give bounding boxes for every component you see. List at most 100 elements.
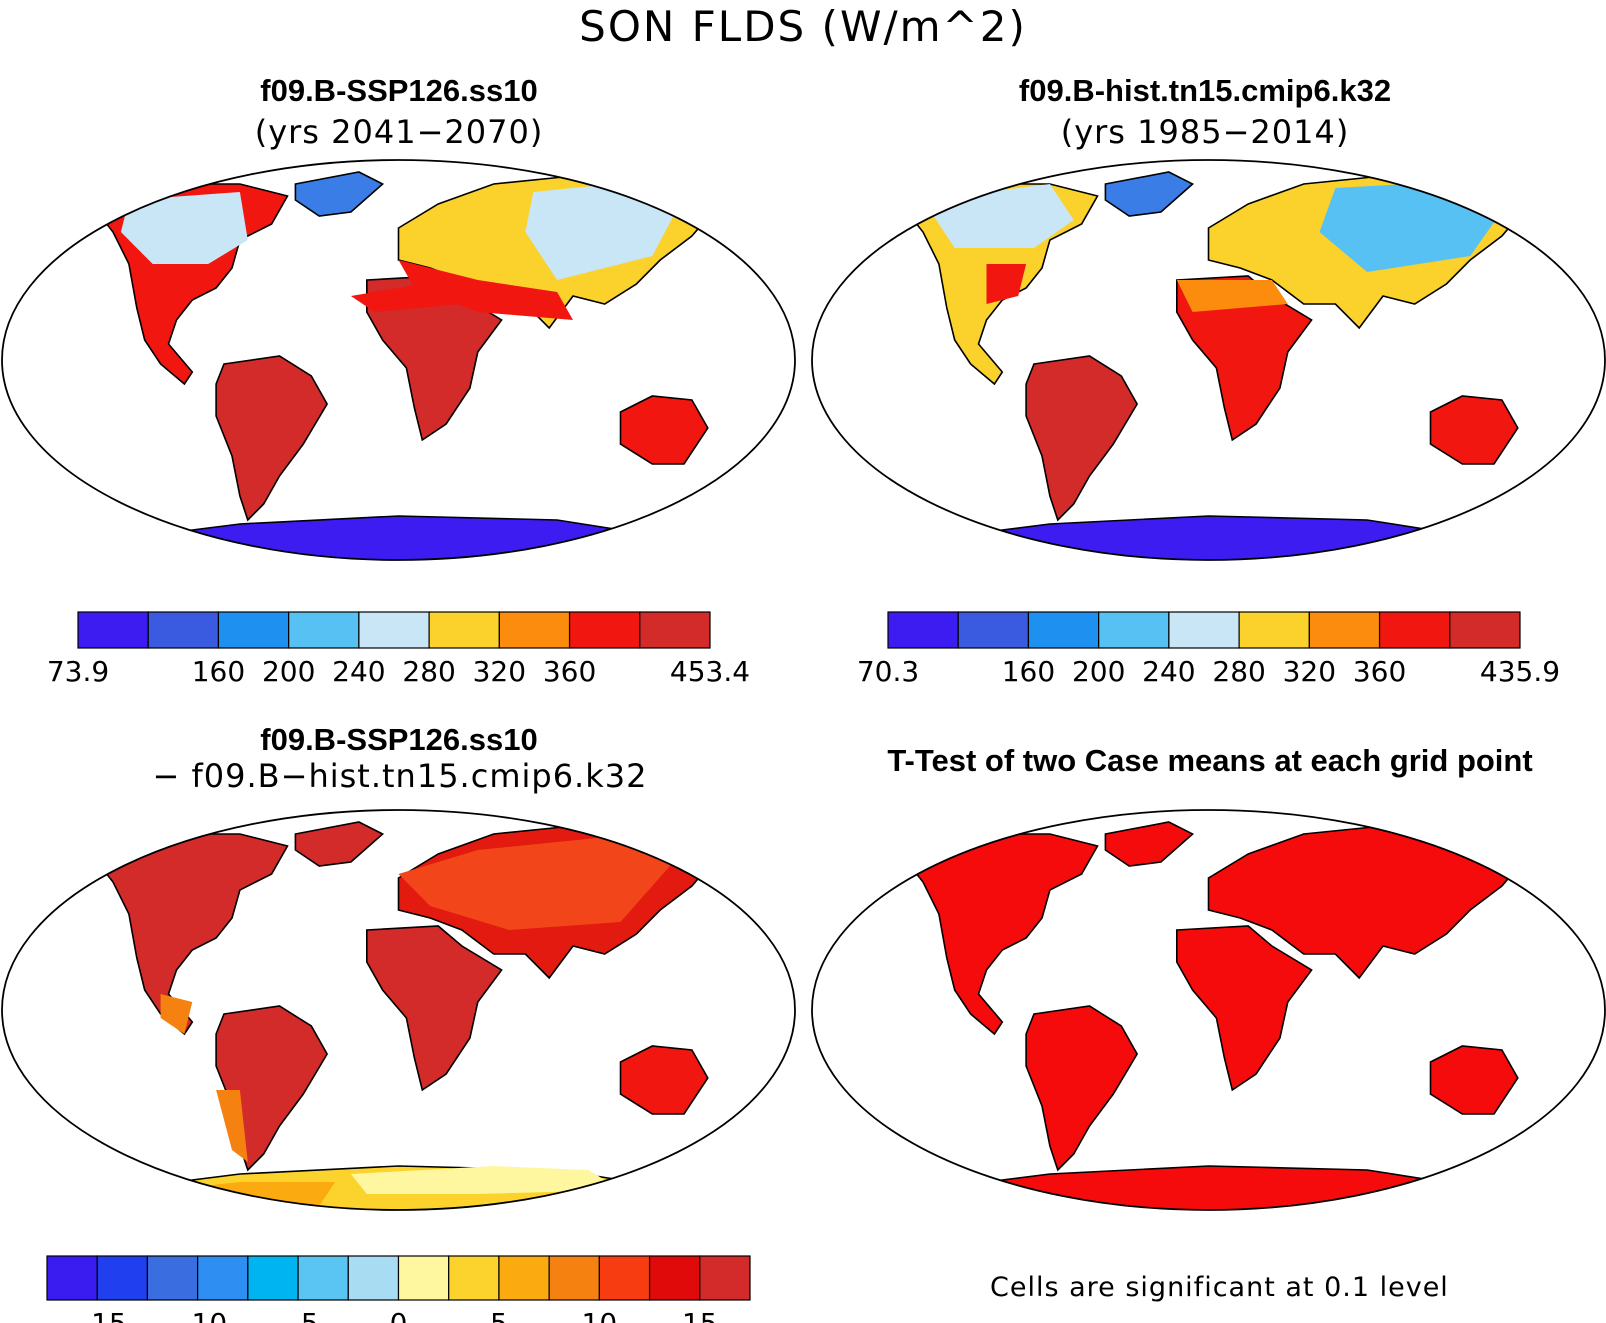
colorbar-difference: −15 −10 −5 0 5 10 15 xyxy=(46,1255,751,1323)
field-contour-3 xyxy=(350,280,462,312)
field-contour-3 xyxy=(1176,280,1288,312)
colorbar-tick-label: 280 xyxy=(402,655,455,688)
panel-subtitle-difference: − f09.B−hist.tn15.cmip6.k32 xyxy=(152,757,648,795)
map-border xyxy=(811,159,1606,561)
colorbar-swatch xyxy=(247,1255,299,1301)
panel-title-future: f09.B-SSP126.ss10 xyxy=(260,73,538,108)
map-content xyxy=(812,810,1605,1210)
field-contour-4 xyxy=(128,1182,336,1206)
landmass-australia xyxy=(619,395,709,465)
colorbar-swatch xyxy=(1168,611,1240,649)
landmass-southAmerica xyxy=(1025,355,1139,522)
colorbar-swatch xyxy=(77,611,149,649)
colorbar-tick-label: 320 xyxy=(473,655,526,688)
panel-title-difference: f09.B-SSP126.ss10 xyxy=(260,722,538,757)
colorbar-tick-label: −15 xyxy=(68,1307,127,1323)
significance-footnote: Cells are significant at 0.1 level xyxy=(990,1272,1449,1303)
colorbar-swatch xyxy=(358,611,430,649)
colorbar-swatch xyxy=(96,1255,149,1301)
colorbar-swatch xyxy=(498,1255,550,1301)
colorbar-swatch xyxy=(347,1255,400,1301)
colorbar-swatch xyxy=(217,611,290,649)
map-content xyxy=(2,160,795,560)
colorbar-swatch xyxy=(297,1255,349,1301)
colorbar-swatch xyxy=(498,611,571,649)
colorbar-tick-label: 453.4 xyxy=(670,655,750,688)
field-contour-1 xyxy=(160,994,193,1034)
colorbar-swatch xyxy=(639,611,711,649)
colorbar-tick-label: −10 xyxy=(168,1307,227,1323)
colorbar-swatch xyxy=(1378,611,1451,649)
field-contour-2 xyxy=(398,260,573,320)
landmass-australia xyxy=(619,1045,709,1115)
colorbar-swatch xyxy=(288,611,360,649)
figure-title: SON FLDS (W/m^2) xyxy=(579,2,1027,51)
colorbar-tick-label: 240 xyxy=(1142,655,1195,688)
landmass-africa xyxy=(1176,925,1313,1092)
landmass-greenland xyxy=(1104,821,1195,867)
map-panel-future xyxy=(1,159,796,561)
colorbar-tick-label: 70.3 xyxy=(857,655,919,688)
colorbar-swatch xyxy=(1238,611,1310,649)
landmass-africa xyxy=(366,925,503,1092)
landmass-australia xyxy=(1429,1045,1519,1115)
landmass-northAmerica xyxy=(95,833,289,1036)
field-contour-3 xyxy=(350,1166,621,1194)
colorbar-swatch xyxy=(648,1255,701,1301)
colorbar-swatch xyxy=(1098,611,1170,649)
colorbar-swatch xyxy=(146,1255,199,1301)
colorbar-tick-label: 240 xyxy=(332,655,385,688)
map-border xyxy=(811,809,1606,1211)
colorbar-tick-label: 200 xyxy=(1072,655,1125,688)
colorbar-swatch xyxy=(1027,611,1100,649)
colorbar-swatch xyxy=(699,1255,751,1301)
colorbar-swatch xyxy=(428,611,500,649)
colorbar-swatch xyxy=(448,1255,500,1301)
map-content xyxy=(2,810,795,1210)
map-panel-difference xyxy=(1,809,796,1211)
colorbar-swatch xyxy=(598,1255,651,1301)
landmass-southAmerica xyxy=(215,355,329,522)
colorbar-swatch xyxy=(887,611,959,649)
panel-title-ttest: T-Test of two Case means at each grid po… xyxy=(887,743,1533,778)
landmass-australia xyxy=(1429,395,1519,465)
panel-subtitle-future: (yrs 2041−2070) xyxy=(254,113,544,151)
colorbar-swatch xyxy=(1449,611,1521,649)
colorbar-tick-label: 320 xyxy=(1283,655,1336,688)
field-contour-0 xyxy=(120,192,248,264)
colorbar-swatch xyxy=(1308,611,1381,649)
landmass-greenland xyxy=(294,171,385,217)
map-border xyxy=(1,809,796,1211)
colorbar-tick-label: 73.9 xyxy=(47,655,109,688)
colorbar-tick-label: 15 xyxy=(682,1307,718,1323)
colorbar-swatch xyxy=(548,1255,600,1301)
colorbar-swatch xyxy=(147,611,220,649)
landmass-northAmerica xyxy=(905,833,1099,1036)
colorbar-tick-label: −5 xyxy=(277,1307,318,1323)
map-panel-historical xyxy=(811,159,1606,561)
colorbar-tick-label: 10 xyxy=(582,1307,618,1323)
colorbar-tick-label: 280 xyxy=(1212,655,1265,688)
colorbar-tick-label: 0 xyxy=(390,1307,408,1323)
colorbar-future: 73.9 160 200 240 280 320 360 453.4 xyxy=(47,611,750,688)
colorbar-historical: 70.3 160 200 240 280 320 360 435.9 xyxy=(857,611,1560,688)
landmass-southAmerica xyxy=(1025,1005,1139,1172)
panel-title-historical: f09.B-hist.tn15.cmip6.k32 xyxy=(1018,73,1392,108)
field-contour-1 xyxy=(525,180,684,280)
colorbar-swatch xyxy=(46,1255,98,1301)
colorbar-tick-label: 200 xyxy=(262,655,315,688)
panel-subtitle-historical: (yrs 1985−2014) xyxy=(1060,113,1350,151)
map-border xyxy=(1,159,796,561)
colorbar-tick-label: 160 xyxy=(1002,655,1055,688)
colorbar-swatch xyxy=(197,1255,249,1301)
field-contour-2 xyxy=(216,1090,248,1162)
map-content xyxy=(812,160,1605,560)
field-contour-2 xyxy=(986,264,1027,304)
colorbar-swatch xyxy=(397,1255,450,1301)
colorbar-swatch xyxy=(568,611,641,649)
colorbar-tick-label: 435.9 xyxy=(1480,655,1560,688)
map-panel-ttest xyxy=(811,809,1606,1211)
colorbar-tick-label: 160 xyxy=(192,655,245,688)
colorbar-swatch xyxy=(957,611,1030,649)
